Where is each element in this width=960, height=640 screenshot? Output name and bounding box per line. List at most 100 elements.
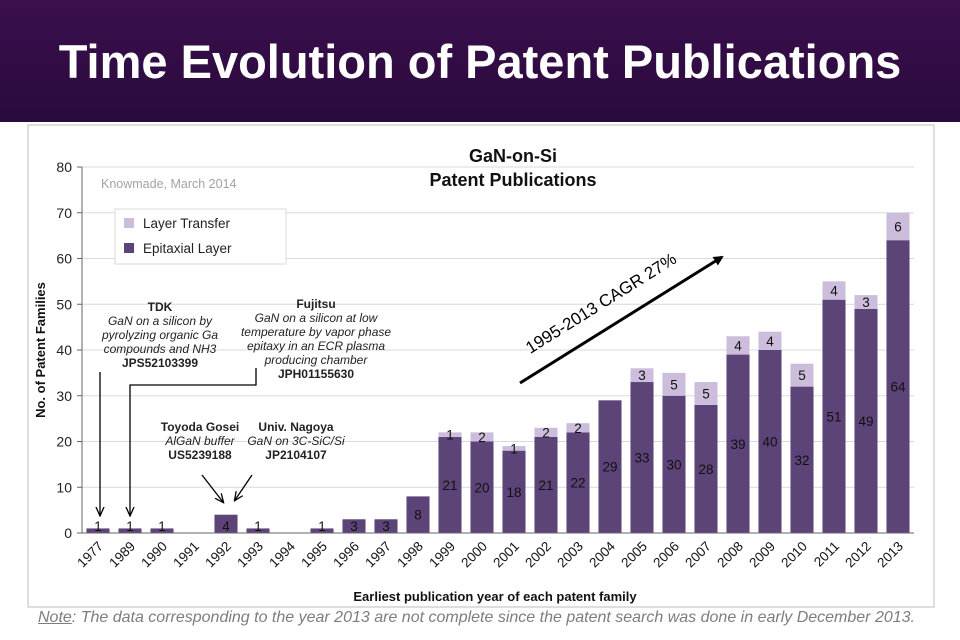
bar-label-epitaxial-2002: 21 xyxy=(538,478,553,493)
bar-label-epitaxial-1992: 4 xyxy=(222,519,230,534)
bar-label-layer-transfer-2006: 5 xyxy=(670,377,678,392)
footnote-note-word: Note xyxy=(38,609,72,626)
bar-label-layer-transfer-1999: 1 xyxy=(446,428,454,443)
bar-labels: 1 1 1 4 1 1 3 382112021812122222933330528539440… xyxy=(94,219,906,534)
bar-label-epitaxial-2011: 51 xyxy=(826,409,841,424)
bar-label-layer-transfer-2002: 2 xyxy=(542,425,550,440)
toyoda-arrow xyxy=(201,474,223,502)
bar-epitaxial-1995 xyxy=(310,528,334,533)
y-tick-labels: 0 10 20 30 40 50 60 70 80 xyxy=(56,159,72,541)
annotation-toyoda-description: AlGaN buffer xyxy=(165,434,235,448)
bar-label-layer-transfer-2012: 3 xyxy=(862,295,870,310)
axes xyxy=(81,167,914,534)
chart-title-line1: GaN-on-Si xyxy=(469,146,557,166)
legend-label-layer-transfer: Layer Transfer xyxy=(143,216,231,231)
bar-epitaxial-1990 xyxy=(150,528,174,533)
annotation-toyoda-patent: US5239188 xyxy=(168,448,232,462)
annotation-fujitsu-patent: JPH01155630 xyxy=(277,367,355,381)
bar-layer-transfer-2005 xyxy=(630,368,654,383)
legend-label-epitaxial: Epitaxial Layer xyxy=(143,241,232,256)
bar-label-epitaxial-2003: 22 xyxy=(570,476,585,491)
nagoya-arrow xyxy=(235,474,253,500)
bar-epitaxial-2006 xyxy=(662,395,686,533)
bar-layer-transfer-2000 xyxy=(470,432,494,442)
bar-label-epitaxial-1993: 1 xyxy=(254,519,262,534)
bar-label-layer-transfer-2000: 2 xyxy=(478,430,486,445)
bar-label-epitaxial-2004: 29 xyxy=(602,460,617,475)
bar-label-epitaxial-2007: 28 xyxy=(698,462,713,477)
annotation-nagoya-description: GaN on 3C-SiC/Si xyxy=(247,434,345,448)
bar-label-epitaxial-1989: 1 xyxy=(126,519,134,534)
bar-label-layer-transfer-2009: 4 xyxy=(766,334,774,349)
bar-epitaxial-1977 xyxy=(86,528,110,533)
y-tick-label-40: 40 xyxy=(56,342,72,358)
y-tick-label-80: 80 xyxy=(56,159,72,175)
y-tick-label-70: 70 xyxy=(56,205,72,221)
bar-label-layer-transfer-2007: 5 xyxy=(702,386,710,401)
bar-layer-transfer-2010 xyxy=(790,363,814,387)
bar-epitaxial-2001 xyxy=(502,450,526,533)
annotation-arrows xyxy=(100,368,257,515)
legend-swatch-layer-transfer xyxy=(124,218,134,228)
bar-label-epitaxial-1977: 1 xyxy=(94,519,102,534)
source-label: Knowmade, March 2014 xyxy=(101,177,237,191)
bar-epitaxial-2008 xyxy=(726,354,750,533)
bar-epitaxial-1989 xyxy=(118,528,142,533)
annotation-tdk-description: GaN on a silicon by pyrolyzing organic G… xyxy=(101,314,219,356)
bar-layer-transfer-2007 xyxy=(694,382,718,405)
y-tick-label-50: 50 xyxy=(56,296,72,312)
fujitsu-arrow xyxy=(130,368,257,515)
bar-epitaxial-2011 xyxy=(822,299,846,533)
bar-epitaxial-1998 xyxy=(406,496,430,533)
bar-label-epitaxial-2006: 30 xyxy=(666,457,681,472)
bar-label-layer-transfer-2005: 3 xyxy=(638,368,646,383)
bar-epitaxial-1993 xyxy=(246,528,270,533)
bars xyxy=(86,212,910,533)
annotation-nagoya-patent: JP2104107 xyxy=(265,448,327,462)
annotation-fujitsu-description: GaN on a silicon at low temperature by v… xyxy=(240,311,392,367)
legend: Layer Transfer Epitaxial Layer xyxy=(114,208,287,265)
bar-label-epitaxial-1997: 3 xyxy=(382,519,390,534)
bar-label-epitaxial-1996: 3 xyxy=(350,519,358,534)
bar-label-layer-transfer-2001: 1 xyxy=(510,441,518,456)
bar-epitaxial-1997 xyxy=(374,519,398,533)
bar-layer-transfer-2011 xyxy=(822,281,846,300)
bar-layer-transfer-2013 xyxy=(886,212,910,241)
bar-label-layer-transfer-2003: 2 xyxy=(574,421,582,436)
annotation-fujitsu-company: Fujitsu xyxy=(296,297,336,311)
bar-label-epitaxial-2005: 33 xyxy=(634,451,649,466)
trend-arrow xyxy=(519,255,724,385)
bar-label-epitaxial-2000: 20 xyxy=(474,480,489,495)
bar-layer-transfer-2006 xyxy=(662,372,686,396)
bar-layer-transfer-2001 xyxy=(502,446,526,451)
bar-label-epitaxial-1999: 21 xyxy=(442,478,457,493)
legend-box xyxy=(114,208,287,265)
footnote: Note: The data corresponding to the year… xyxy=(38,609,915,627)
bar-layer-transfer-2003 xyxy=(566,423,590,433)
bar-label-layer-transfer-2008: 4 xyxy=(734,338,742,353)
bar-layer-transfer-1999 xyxy=(438,432,462,437)
legend-swatch-epitaxial xyxy=(124,243,134,253)
annotation-toyoda-company: Toyoda Gosei xyxy=(160,420,240,434)
bar-epitaxial-2013 xyxy=(886,240,910,533)
bar-epitaxial-1996 xyxy=(342,519,366,533)
y-tick-label-0: 0 xyxy=(64,525,72,541)
bar-label-layer-transfer-2011: 4 xyxy=(830,284,838,299)
annotation-tdk-company: TDK xyxy=(147,300,173,314)
y-tick-label-30: 30 xyxy=(56,388,72,404)
chart-title-line2: Patent Publications xyxy=(429,170,596,190)
bar-label-epitaxial-2012: 49 xyxy=(858,414,873,429)
bar-epitaxial-2010 xyxy=(790,386,814,533)
bar-label-layer-transfer-2010: 5 xyxy=(798,368,806,383)
bar-layer-transfer-2012 xyxy=(854,295,878,309)
y-axis-label: No. of Patent Families xyxy=(33,282,48,418)
footnote-text: : The data corresponding to the year 201… xyxy=(71,609,915,626)
bar-label-epitaxial-2013: 64 xyxy=(890,380,906,395)
bar-epitaxial-2000 xyxy=(470,441,494,533)
bar-label-epitaxial-2009: 40 xyxy=(762,435,777,450)
bar-label-epitaxial-2008: 39 xyxy=(730,437,745,452)
bar-epitaxial-2002 xyxy=(534,436,558,533)
bar-label-epitaxial-2010: 32 xyxy=(794,453,809,468)
bar-label-epitaxial-1998: 8 xyxy=(414,508,422,523)
